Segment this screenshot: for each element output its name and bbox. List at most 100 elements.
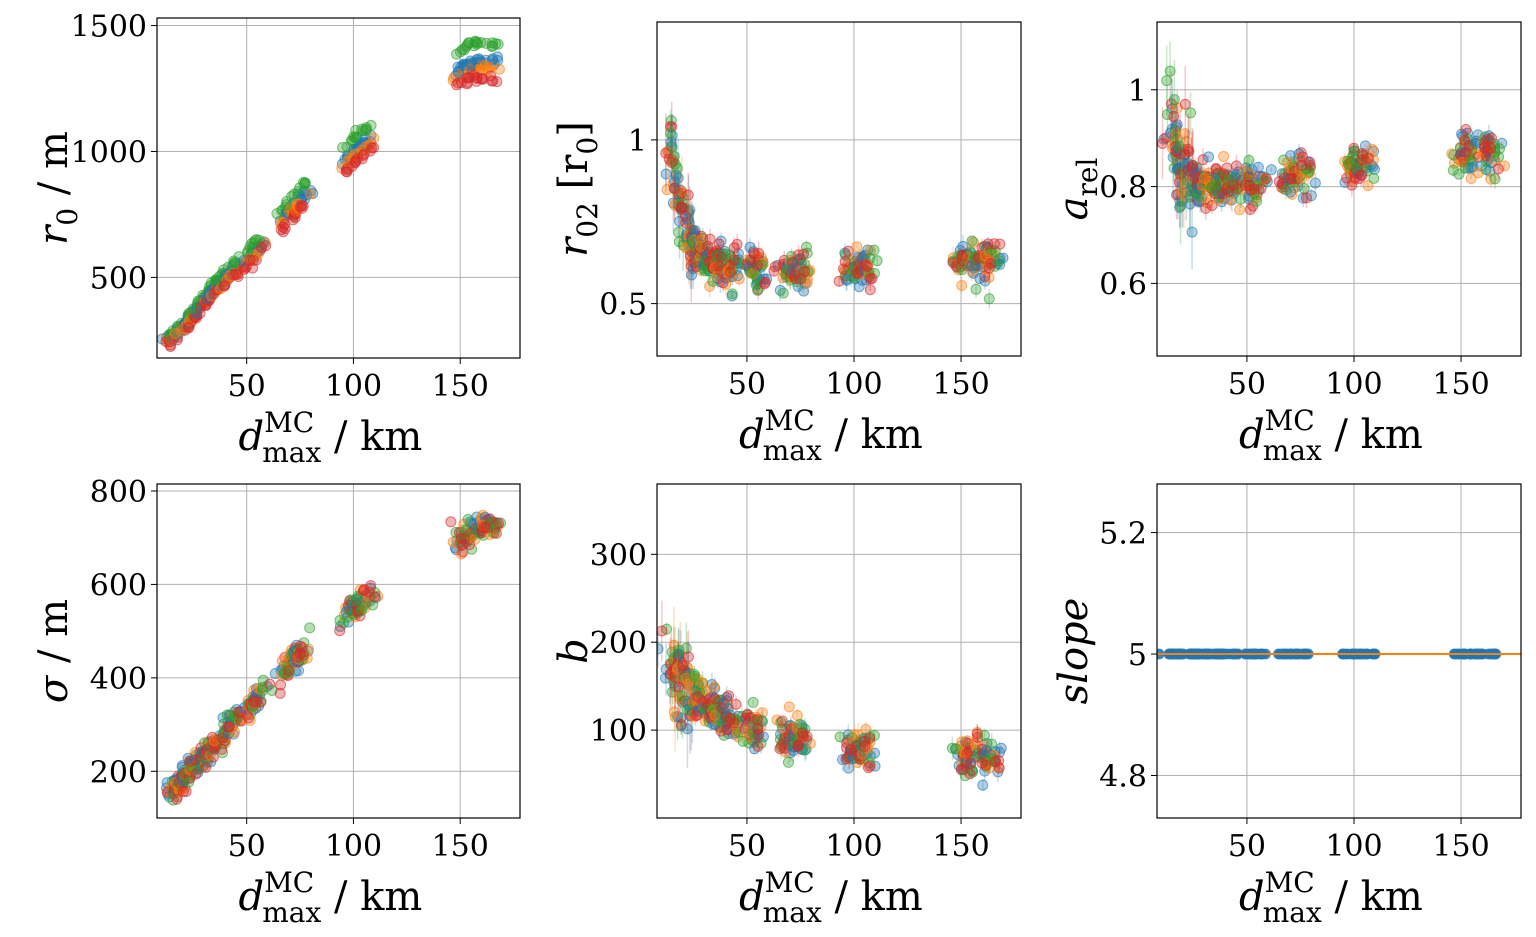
point-blue	[1186, 226, 1198, 238]
point-red	[842, 245, 854, 257]
point-red	[487, 75, 499, 87]
point-green	[684, 704, 696, 716]
point-red	[296, 202, 308, 214]
x-tick-label: 50	[728, 829, 766, 864]
point-green	[986, 738, 998, 750]
point-red	[476, 72, 488, 84]
point-red	[1459, 135, 1471, 147]
point-blue	[682, 213, 694, 225]
point-red	[961, 747, 973, 759]
point-red	[982, 238, 994, 250]
x-axis-label: dMC max / km	[739, 866, 923, 929]
point-red	[238, 263, 250, 275]
point-green	[801, 247, 813, 259]
x-tick-label: 50	[1228, 367, 1266, 402]
point-red	[753, 247, 765, 259]
point-red	[740, 712, 752, 724]
point-red	[864, 284, 876, 296]
point-red	[350, 155, 362, 167]
axes-frame	[156, 17, 521, 359]
y-tick-label: 1	[628, 124, 647, 159]
point-blue	[977, 779, 989, 791]
point-red	[993, 755, 1005, 767]
point-green	[983, 293, 995, 305]
point-blue	[657, 643, 664, 655]
point-green	[468, 40, 480, 52]
point-red	[1291, 173, 1303, 185]
y-tick-label: 300	[590, 538, 647, 573]
point-green	[1168, 94, 1180, 106]
point-green	[726, 288, 738, 300]
point-red	[713, 238, 725, 250]
point-green	[337, 141, 349, 153]
point-green	[280, 199, 292, 211]
point-red	[682, 189, 694, 201]
panel-slope: 50 100 150 4.8 5 5.2 dMC max / km slope	[1051, 483, 1522, 929]
y-axis-label: r02 [r0]	[551, 121, 604, 257]
point-green	[167, 794, 179, 806]
point-red	[247, 262, 259, 274]
point-red	[676, 202, 688, 214]
y-axis-label: σ / m	[31, 599, 77, 703]
point-green	[357, 600, 369, 612]
panel-b: 50 100 150 100 200 300 dMC max / km b	[551, 483, 1022, 929]
point-red	[723, 690, 735, 702]
point-red	[334, 625, 346, 637]
point-red	[177, 785, 189, 797]
point-green	[1235, 193, 1247, 205]
point-orange	[1176, 185, 1188, 197]
point-blue	[473, 53, 485, 65]
point-blue	[182, 752, 194, 764]
point-red	[1460, 146, 1472, 158]
point-blue	[491, 51, 503, 63]
point-blue	[721, 691, 733, 703]
point-orange	[1234, 204, 1246, 216]
point-red	[864, 732, 876, 744]
y-tick-label: 600	[90, 568, 147, 603]
point-blue	[1246, 164, 1258, 176]
point-orange	[864, 244, 876, 256]
points-sigma	[161, 509, 507, 806]
point-red	[715, 251, 727, 263]
point-red	[171, 793, 183, 805]
panel-r02: 50 100 150 0.5 1 dMC max / km r02 [r0]	[551, 21, 1022, 467]
x-tick-label: 100	[1325, 367, 1382, 402]
point-red	[792, 739, 804, 751]
point-red	[730, 698, 742, 710]
point-green	[966, 235, 978, 247]
point-orange	[1362, 180, 1374, 192]
point-green	[1368, 172, 1380, 184]
point-blue	[1252, 161, 1264, 173]
point-orange	[967, 236, 979, 248]
point-red	[1179, 98, 1191, 110]
point-green	[266, 684, 278, 696]
point-red	[183, 772, 195, 784]
y-tick-label: 5.2	[1099, 517, 1147, 552]
y-tick-label: 500	[90, 261, 147, 296]
point-red	[1248, 183, 1260, 195]
point-red	[788, 269, 800, 281]
point-green	[1251, 195, 1263, 207]
point-red	[294, 201, 306, 213]
point-red	[1460, 123, 1472, 135]
point-blue	[1203, 151, 1215, 163]
point-green	[1185, 107, 1197, 119]
point-green	[475, 36, 487, 48]
point-red	[190, 768, 202, 780]
point-red	[1197, 154, 1209, 166]
point-blue	[786, 263, 798, 275]
x-axis-label: dMC max / km	[1239, 404, 1423, 467]
point-red	[1482, 145, 1494, 157]
point-orange	[733, 273, 745, 285]
point-red	[682, 651, 694, 663]
y-axis-label: r0 / m	[31, 131, 84, 245]
y-axis-label: b	[551, 638, 597, 664]
point-red	[976, 757, 988, 769]
point-red	[194, 302, 206, 314]
points-b	[657, 600, 1007, 792]
point-green	[1447, 164, 1459, 176]
point-green	[221, 709, 233, 721]
point-red	[275, 679, 287, 691]
point-orange	[1485, 173, 1497, 185]
point-blue	[1484, 165, 1496, 177]
